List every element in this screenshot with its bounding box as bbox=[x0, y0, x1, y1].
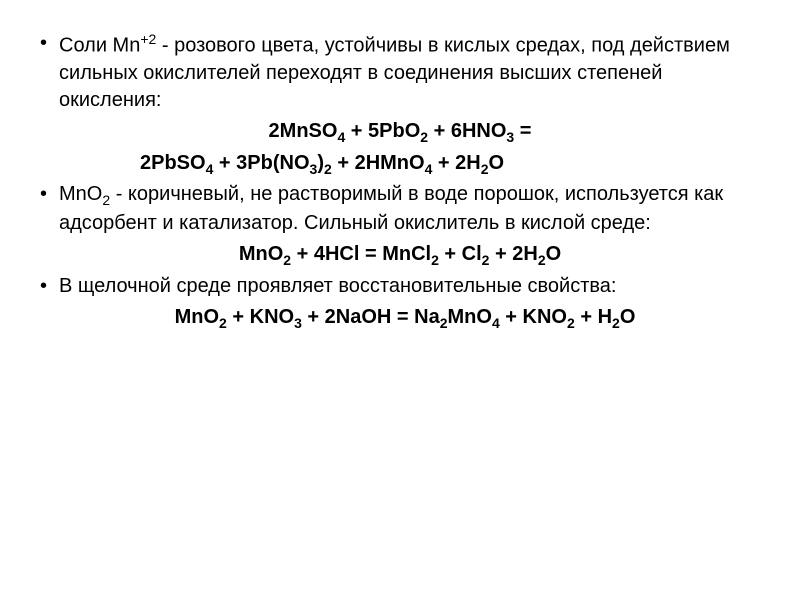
bullet-text-1: Соли Mn+2 - розового цвета, устойчивы в … bbox=[59, 30, 760, 114]
bullet-text-2: MnO2 - коричневый, не растворимый в воде… bbox=[59, 181, 760, 237]
slide-content: • Соли Mn+2 - розового цвета, устойчивы … bbox=[40, 30, 760, 333]
bullet-item-2: • MnO2 - коричневый, не растворимый в во… bbox=[40, 181, 760, 237]
bullet-text-3: В щелочной среде проявляет восстановител… bbox=[59, 273, 760, 300]
equation-1: 2MnSO4 + 5PbO2 + 6HNO3 = bbox=[40, 118, 760, 147]
equation-2: 2PbSO4 + 3Pb(NO3)2 + 2HMnO4 + 2H2O bbox=[40, 150, 760, 179]
equation-3: MnO2 + 4HCl = MnCl2 + Cl2 + 2H2O bbox=[40, 241, 760, 270]
bullet-marker: • bbox=[40, 30, 47, 114]
bullet-marker: • bbox=[40, 181, 47, 237]
equation-4: MnO2 + KNO3 + 2NaOH = Na2MnO4 + KNO2 + H… bbox=[40, 304, 760, 333]
bullet-item-1: • Соли Mn+2 - розового цвета, устойчивы … bbox=[40, 30, 760, 114]
bullet-marker: • bbox=[40, 273, 47, 300]
bullet-item-3: • В щелочной среде проявляет восстановит… bbox=[40, 273, 760, 300]
